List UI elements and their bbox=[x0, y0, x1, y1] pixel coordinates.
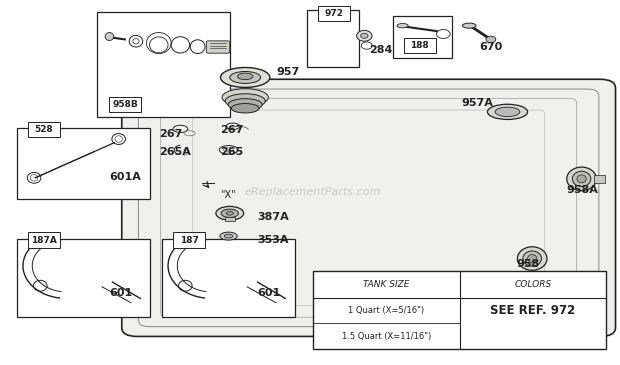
Text: 1 Quart (X=5/16"): 1 Quart (X=5/16") bbox=[348, 306, 425, 315]
FancyBboxPatch shape bbox=[122, 79, 616, 337]
Text: 972: 972 bbox=[325, 9, 343, 18]
Ellipse shape bbox=[221, 209, 239, 218]
Ellipse shape bbox=[356, 30, 372, 41]
Text: 958: 958 bbox=[516, 259, 540, 269]
Ellipse shape bbox=[216, 206, 244, 220]
Bar bbox=[393, 16, 452, 58]
Text: 265A: 265A bbox=[159, 147, 191, 157]
Ellipse shape bbox=[361, 33, 368, 38]
Bar bbox=[173, 233, 205, 248]
Bar bbox=[594, 175, 605, 182]
Text: "X": "X" bbox=[221, 190, 236, 200]
Bar bbox=[28, 233, 60, 248]
Text: eReplacementParts.com: eReplacementParts.com bbox=[245, 187, 381, 197]
Bar bbox=[404, 38, 436, 53]
Text: 1.5 Quart (X=11/16"): 1.5 Quart (X=11/16") bbox=[342, 332, 431, 341]
Ellipse shape bbox=[231, 104, 259, 113]
Text: 957A: 957A bbox=[461, 98, 493, 108]
Text: TANK SIZE: TANK SIZE bbox=[363, 280, 410, 289]
Text: 958B: 958B bbox=[113, 100, 138, 109]
Bar bbox=[313, 271, 606, 349]
Text: 670: 670 bbox=[480, 42, 503, 52]
Ellipse shape bbox=[224, 234, 233, 238]
Ellipse shape bbox=[105, 32, 113, 41]
Text: 957: 957 bbox=[276, 67, 299, 77]
Ellipse shape bbox=[222, 89, 268, 106]
Ellipse shape bbox=[517, 247, 547, 270]
Ellipse shape bbox=[572, 171, 591, 187]
Text: 601: 601 bbox=[257, 288, 281, 298]
Bar bbox=[17, 128, 149, 199]
Bar bbox=[162, 239, 294, 316]
Text: 187A: 187A bbox=[31, 235, 57, 245]
Bar bbox=[318, 6, 350, 21]
Bar bbox=[28, 122, 60, 137]
Bar bbox=[97, 12, 230, 117]
Text: 267: 267 bbox=[221, 125, 244, 135]
Ellipse shape bbox=[567, 167, 596, 191]
Text: 387A: 387A bbox=[257, 212, 290, 222]
Text: 265: 265 bbox=[221, 147, 244, 157]
Ellipse shape bbox=[495, 107, 520, 116]
Text: 353A: 353A bbox=[257, 235, 289, 245]
FancyBboxPatch shape bbox=[206, 41, 230, 53]
Ellipse shape bbox=[226, 211, 234, 215]
Bar bbox=[109, 97, 141, 112]
Ellipse shape bbox=[528, 254, 537, 262]
Ellipse shape bbox=[220, 232, 237, 240]
Text: 601A: 601A bbox=[109, 172, 141, 182]
Ellipse shape bbox=[523, 251, 541, 266]
Ellipse shape bbox=[228, 99, 262, 111]
Ellipse shape bbox=[577, 175, 586, 183]
Bar bbox=[225, 216, 235, 221]
Text: 528: 528 bbox=[35, 125, 53, 134]
Text: SEE REF. 972: SEE REF. 972 bbox=[490, 304, 575, 317]
Ellipse shape bbox=[487, 104, 528, 119]
Ellipse shape bbox=[397, 23, 408, 28]
Bar bbox=[17, 239, 149, 316]
Text: 284: 284 bbox=[369, 45, 392, 55]
Text: 267: 267 bbox=[159, 128, 182, 139]
Ellipse shape bbox=[463, 23, 476, 28]
Ellipse shape bbox=[230, 72, 260, 84]
Bar bbox=[307, 11, 360, 66]
Ellipse shape bbox=[225, 94, 265, 108]
Ellipse shape bbox=[237, 73, 253, 80]
Ellipse shape bbox=[221, 68, 270, 87]
Text: 188: 188 bbox=[410, 41, 429, 50]
Ellipse shape bbox=[486, 36, 496, 43]
Text: 187: 187 bbox=[180, 235, 198, 245]
Text: COLORS: COLORS bbox=[515, 280, 552, 289]
Text: 958A: 958A bbox=[566, 185, 598, 195]
Text: 601: 601 bbox=[109, 288, 133, 298]
